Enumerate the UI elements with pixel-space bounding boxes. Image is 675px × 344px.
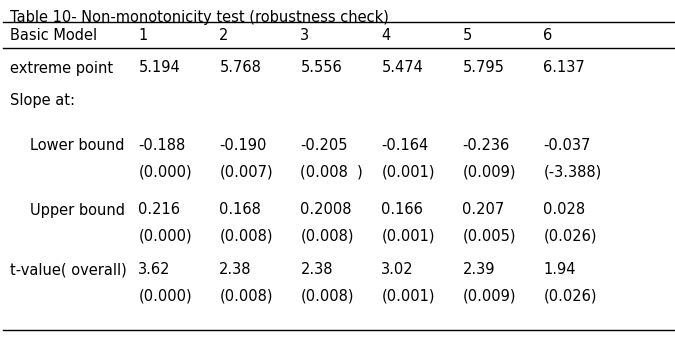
- Text: (0.005): (0.005): [462, 228, 516, 244]
- Text: (0.000): (0.000): [138, 164, 192, 180]
- Text: -0.164: -0.164: [381, 138, 429, 152]
- Text: 1.94: 1.94: [543, 262, 576, 278]
- Text: Slope at:: Slope at:: [10, 93, 75, 108]
- Text: (0.008): (0.008): [219, 228, 273, 244]
- Text: (0.008): (0.008): [300, 289, 354, 303]
- Text: (0.007): (0.007): [219, 164, 273, 180]
- Text: 3.02: 3.02: [381, 262, 414, 278]
- Text: 2.38: 2.38: [300, 262, 333, 278]
- Text: 0.166: 0.166: [381, 203, 423, 217]
- Text: (0.009): (0.009): [462, 289, 516, 303]
- Text: 0.216: 0.216: [138, 203, 180, 217]
- Text: Upper bound: Upper bound: [30, 203, 126, 217]
- Text: (-3.388): (-3.388): [543, 164, 601, 180]
- Text: 5.194: 5.194: [138, 61, 180, 75]
- Text: t-value( overall): t-value( overall): [10, 262, 127, 278]
- Text: 2.39: 2.39: [462, 262, 495, 278]
- Text: 6.137: 6.137: [543, 61, 585, 75]
- Text: (0.008): (0.008): [219, 289, 273, 303]
- Text: (0.000): (0.000): [138, 228, 192, 244]
- Text: -0.188: -0.188: [138, 138, 186, 152]
- Text: (0.009): (0.009): [462, 164, 516, 180]
- Text: 0.2008: 0.2008: [300, 203, 352, 217]
- Text: Basic Model: Basic Model: [10, 28, 97, 43]
- Text: (0.001): (0.001): [381, 228, 435, 244]
- Text: -0.037: -0.037: [543, 138, 591, 152]
- Text: Table 10- Non-monotonicity test (robustness check): Table 10- Non-monotonicity test (robustn…: [10, 10, 389, 25]
- Text: 3.62: 3.62: [138, 262, 171, 278]
- Text: 3: 3: [300, 28, 310, 43]
- Text: 5.556: 5.556: [300, 61, 342, 75]
- Text: 5.768: 5.768: [219, 61, 261, 75]
- Text: (0.001): (0.001): [381, 164, 435, 180]
- Text: 2: 2: [219, 28, 229, 43]
- Text: 5.795: 5.795: [462, 61, 504, 75]
- Text: 2.38: 2.38: [219, 262, 252, 278]
- Text: 4: 4: [381, 28, 391, 43]
- Text: (0.008  ): (0.008 ): [300, 164, 363, 180]
- Text: (0.001): (0.001): [381, 289, 435, 303]
- Text: -0.236: -0.236: [462, 138, 510, 152]
- Text: (0.008): (0.008): [300, 228, 354, 244]
- Text: Lower bound: Lower bound: [30, 138, 125, 152]
- Text: (0.000): (0.000): [138, 289, 192, 303]
- Text: -0.205: -0.205: [300, 138, 348, 152]
- Text: 5: 5: [462, 28, 472, 43]
- Text: (0.026): (0.026): [543, 228, 597, 244]
- Text: extreme point: extreme point: [10, 61, 113, 75]
- Text: 0.028: 0.028: [543, 203, 585, 217]
- Text: 6: 6: [543, 28, 553, 43]
- Text: 0.207: 0.207: [462, 203, 505, 217]
- Text: (0.026): (0.026): [543, 289, 597, 303]
- Text: 0.168: 0.168: [219, 203, 261, 217]
- Text: 1: 1: [138, 28, 148, 43]
- Text: 5.474: 5.474: [381, 61, 423, 75]
- Text: -0.190: -0.190: [219, 138, 267, 152]
